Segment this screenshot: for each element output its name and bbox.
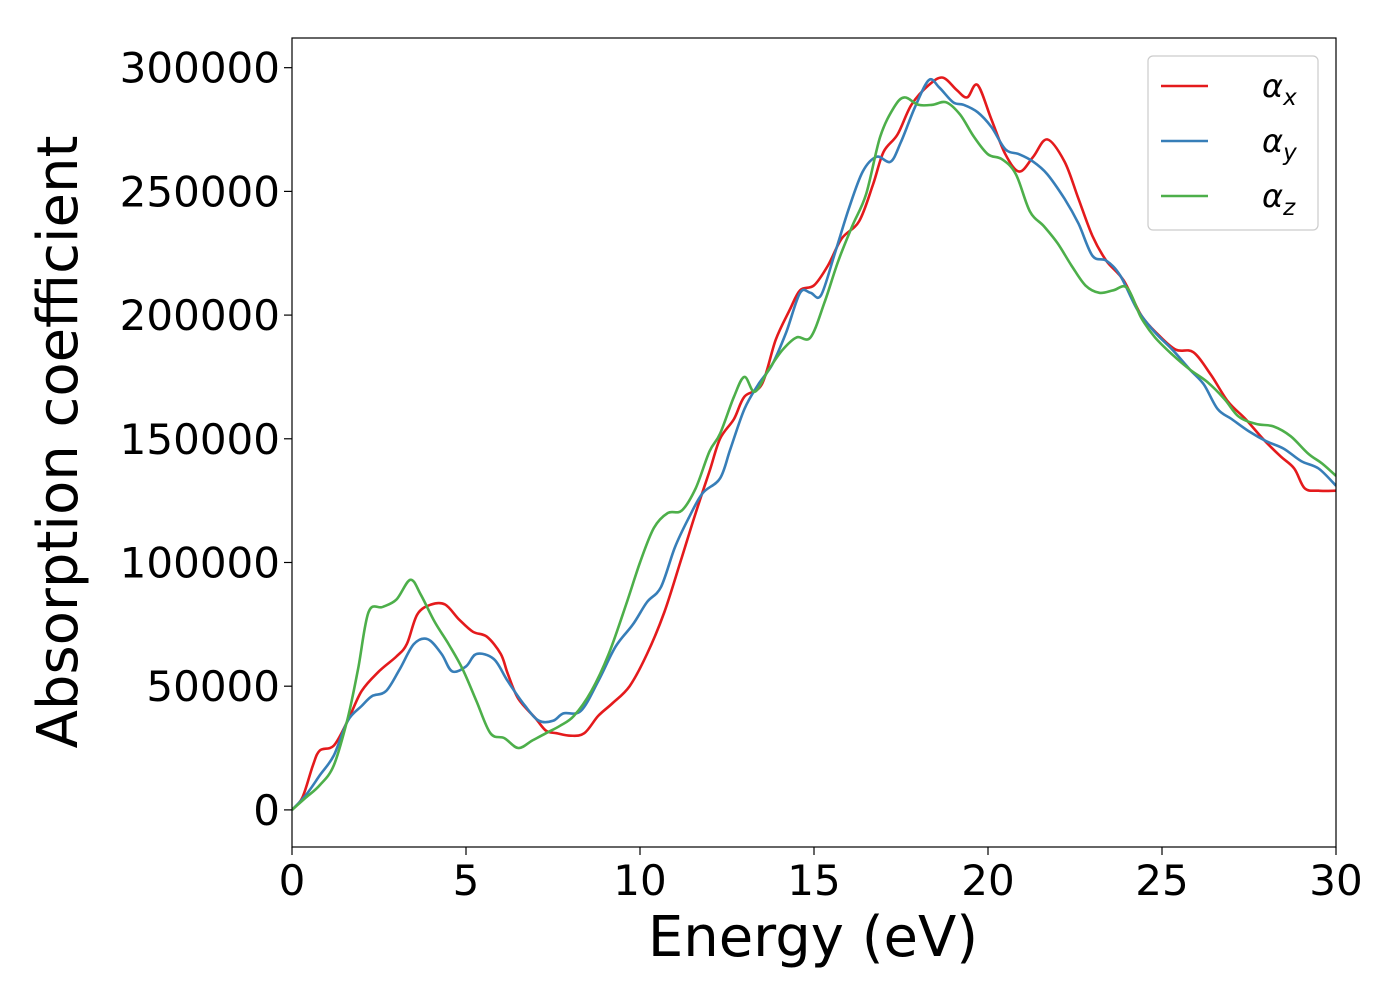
x-axis-label: Energy (eV) (648, 905, 978, 970)
x-tick-label: 15 (787, 856, 840, 905)
y-tick-label: 200000 (120, 291, 280, 340)
x-axis: 0 5 10 15 20 25 30 (279, 847, 1363, 905)
legend-item-x: αx (1161, 67, 1297, 111)
legend: αx αy αz (1147, 55, 1319, 231)
legend-item-y: αy (1161, 122, 1297, 166)
y-tick-label: 100000 (120, 538, 280, 587)
plot-lines (292, 76, 1336, 811)
legend-label: αz (1262, 177, 1296, 221)
y-tick-label: 300000 (120, 44, 280, 93)
x-tick-label: 5 (453, 856, 480, 905)
x-tick-label: 25 (1135, 856, 1188, 905)
legend-label: αy (1262, 122, 1297, 166)
y-axis-label: Absorption coefficient (26, 136, 91, 749)
legend-item-z: αz (1161, 177, 1296, 221)
y-tick-label: 50000 (146, 662, 280, 711)
x-tick-label: 20 (961, 856, 1014, 905)
series-line-z (292, 96, 1336, 811)
y-tick-label: 0 (253, 786, 280, 835)
legend-label: αx (1262, 67, 1297, 111)
x-tick-label: 0 (279, 856, 306, 905)
x-tick-label: 30 (1309, 856, 1362, 905)
y-axis: 0 50000 100000 150000 200000 250000 300000 (120, 44, 292, 835)
x-tick-label: 10 (613, 856, 666, 905)
y-tick-label: 150000 (120, 415, 280, 464)
y-tick-label: 250000 (120, 167, 280, 216)
legend-box (1147, 55, 1319, 231)
